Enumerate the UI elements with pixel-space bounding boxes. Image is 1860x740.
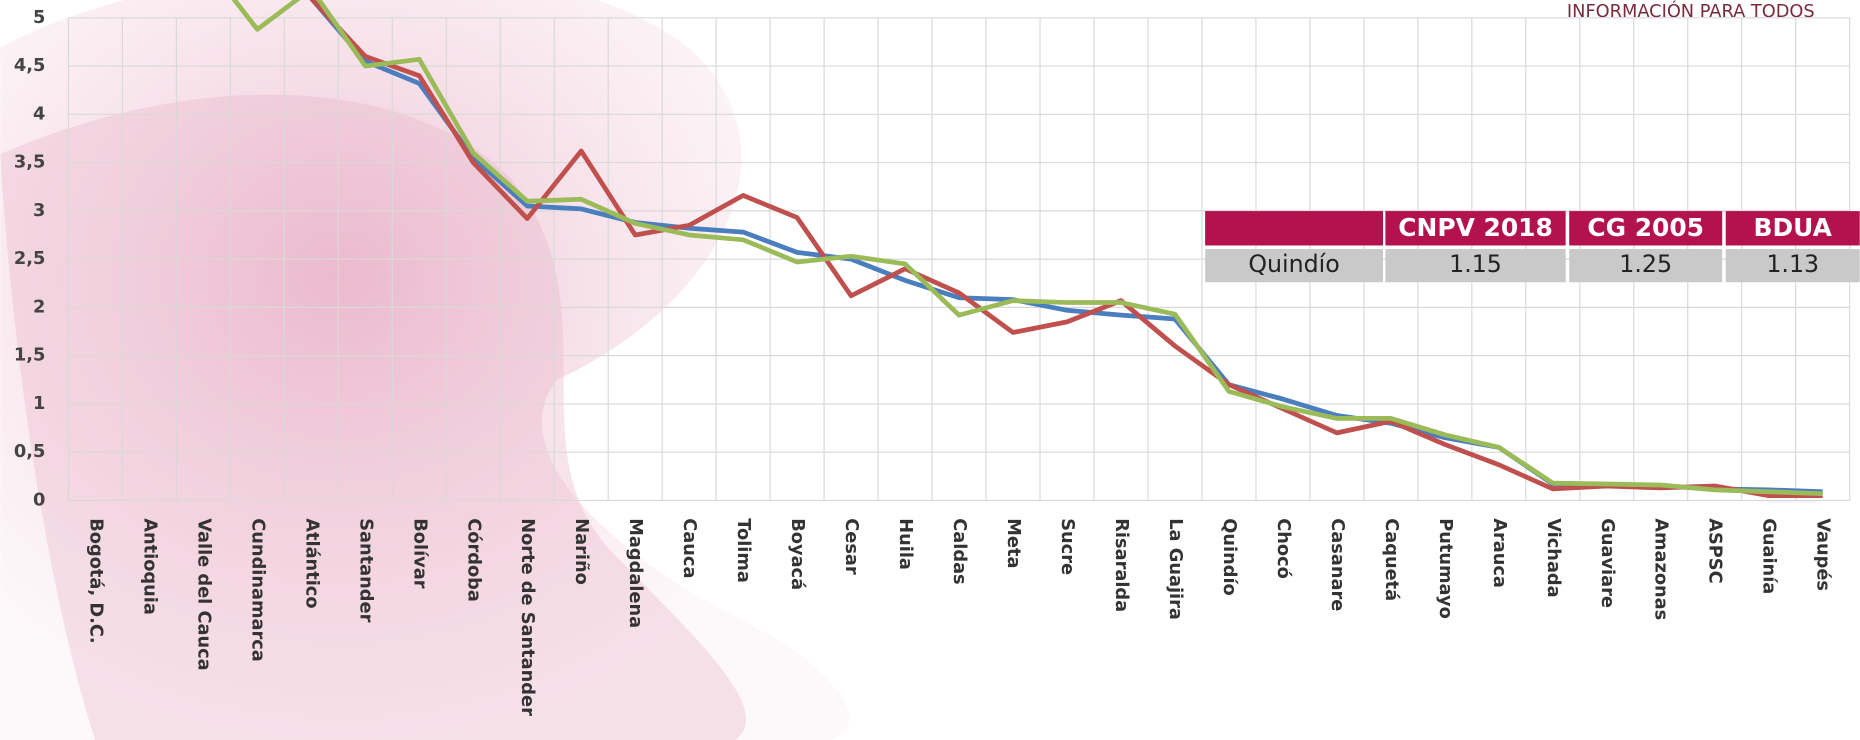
table-cell-text: 1.13 bbox=[1766, 250, 1819, 278]
table-cell-text: 1.15 bbox=[1449, 250, 1502, 278]
x-tick-label: Santander bbox=[355, 518, 376, 622]
x-tick-label: Caquetá bbox=[1381, 518, 1402, 601]
x-tick-label: Bolívar bbox=[409, 518, 430, 588]
y-tick-label: 4,5 bbox=[14, 55, 45, 76]
table-header-text: CG 2005 bbox=[1587, 213, 1704, 242]
table-header-cell bbox=[1725, 211, 1860, 246]
x-tick-label: Putumayo bbox=[1435, 518, 1456, 619]
y-tick-label: 0 bbox=[33, 489, 45, 510]
table-cell bbox=[1205, 249, 1384, 283]
x-tick-label: La Guajira bbox=[1165, 518, 1186, 620]
x-tick-label: Huila bbox=[895, 518, 916, 570]
tagline: INFORMACIÓN PARA TODOS bbox=[1567, 0, 1815, 22]
x-tick-label: Casanare bbox=[1327, 518, 1348, 611]
x-tick-label: Guainía bbox=[1759, 518, 1780, 594]
y-tick-label: 5 bbox=[33, 7, 45, 28]
x-tick-label: Norte de Santander bbox=[517, 518, 538, 716]
x-tick-label: ASPSC bbox=[1705, 518, 1726, 583]
x-tick-label: Bogotá, D.C. bbox=[85, 518, 106, 643]
x-tick-label: Caldas bbox=[949, 518, 970, 584]
x-tick-label: Valle del Cauca bbox=[193, 518, 214, 670]
table-header-cell bbox=[1385, 211, 1566, 246]
x-tick-label: Cesar bbox=[841, 518, 862, 575]
y-tick-label: 0,5 bbox=[14, 441, 45, 462]
line-series bbox=[231, 0, 1823, 497]
table-header-text: CNPV 2018 bbox=[1398, 213, 1553, 242]
table-cell-text: Quindío bbox=[1248, 250, 1339, 278]
table-cell bbox=[1725, 249, 1860, 283]
table-cell bbox=[1385, 249, 1566, 283]
x-tick-label: Antioquia bbox=[139, 518, 160, 615]
x-tick-label: Vaupés bbox=[1813, 518, 1834, 591]
x-tick-label: Córdoba bbox=[463, 518, 484, 602]
x-tick-label: Chocó bbox=[1273, 518, 1294, 579]
x-tick-label: Tolima bbox=[733, 518, 754, 583]
y-tick-label: 1,5 bbox=[14, 345, 45, 366]
x-tick-label: Quindío bbox=[1219, 518, 1240, 596]
x-tick-label: Magdalena bbox=[625, 518, 646, 628]
y-tick-label: 4 bbox=[33, 103, 45, 124]
y-tick-label: 2,5 bbox=[14, 248, 45, 269]
background-decoration bbox=[0, 0, 849, 740]
x-tick-label: Cauca bbox=[679, 518, 700, 578]
x-tick-label: Amazonas bbox=[1651, 518, 1672, 620]
table-header-cell bbox=[1569, 211, 1723, 246]
table-cell bbox=[1569, 249, 1723, 283]
x-tick-label: Nariño bbox=[571, 518, 592, 585]
table-cell-text: 1.25 bbox=[1619, 250, 1672, 278]
y-tick-label: 3,5 bbox=[14, 152, 45, 173]
x-tick-label: Cundinamarca bbox=[247, 518, 268, 662]
y-tick-label: 3 bbox=[33, 200, 45, 221]
x-tick-label: Guaviare bbox=[1597, 518, 1618, 608]
x-tick-label: Boyacá bbox=[787, 518, 808, 590]
x-tick-label: Meta bbox=[1003, 518, 1024, 568]
x-tick-label: Arauca bbox=[1489, 518, 1510, 588]
table-header-bg bbox=[1205, 211, 1384, 246]
x-tick-label: Vichada bbox=[1543, 518, 1564, 597]
x-tick-label: Atlántico bbox=[301, 518, 322, 608]
x-tick-label: Sucre bbox=[1057, 518, 1078, 575]
x-tick-label: Risaralda bbox=[1111, 518, 1132, 612]
y-tick-label: 2 bbox=[33, 296, 45, 317]
y-tick-label: 1 bbox=[33, 393, 45, 414]
table-header-text: BDUA bbox=[1754, 213, 1833, 242]
